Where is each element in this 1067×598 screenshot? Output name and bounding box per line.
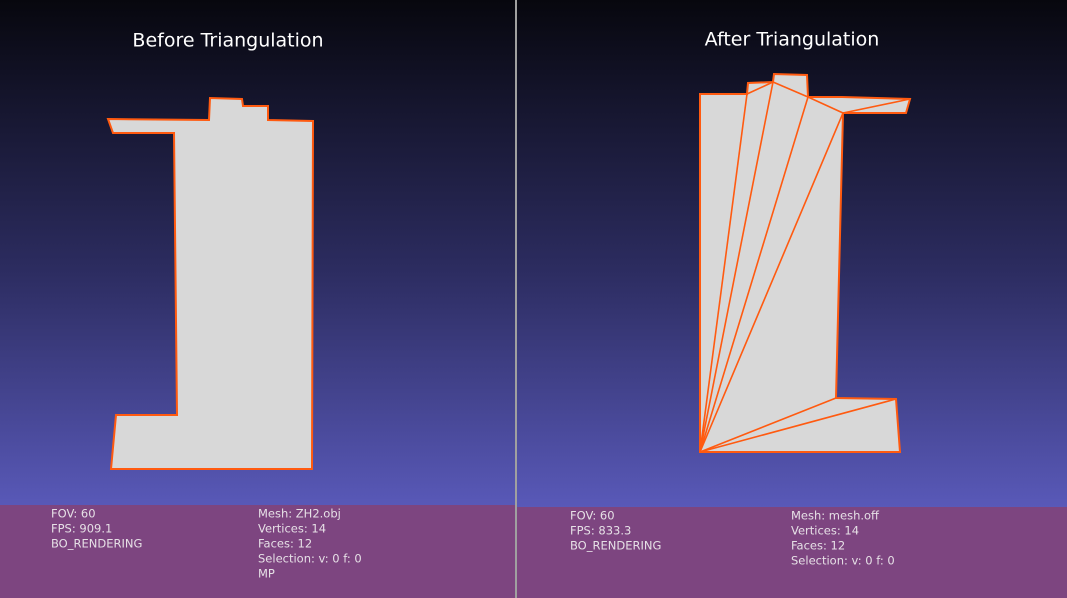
info-line: FPS: 909.1 <box>51 522 112 536</box>
info-line: Faces: 12 <box>258 537 312 551</box>
info-line: Selection: v: 0 f: 0 <box>791 554 895 568</box>
info-line: Mesh: ZH2.obj <box>258 507 341 521</box>
panel-title: After Triangulation <box>705 29 880 51</box>
mesh-after <box>699 72 912 453</box>
left-info-bar <box>0 505 515 598</box>
info-line: Faces: 12 <box>791 539 845 553</box>
edge <box>699 397 837 453</box>
edge <box>699 93 748 453</box>
info-line: BO_RENDERING <box>51 537 142 551</box>
edge <box>746 81 774 95</box>
edge <box>842 98 911 114</box>
edge <box>699 398 897 453</box>
info-line: Selection: v: 0 f: 0 <box>258 552 362 566</box>
info-line: FOV: 60 <box>51 507 96 521</box>
info-line: FOV: 60 <box>570 509 615 523</box>
mesh-before <box>106 96 315 470</box>
info-line: Mesh: mesh.off <box>791 509 880 523</box>
info-line: Vertices: 14 <box>258 522 326 536</box>
edge <box>807 96 844 114</box>
edge <box>699 112 844 453</box>
info-line: MP <box>258 567 275 581</box>
info-line: FPS: 833.3 <box>570 524 631 538</box>
right-info-bar <box>517 507 1067 598</box>
info-line: Vertices: 14 <box>791 524 859 538</box>
edge <box>772 81 809 98</box>
panel-title: Before Triangulation <box>132 30 323 52</box>
edge <box>699 96 809 453</box>
edge <box>699 81 774 453</box>
divider <box>515 0 517 598</box>
info-line: BO_RENDERING <box>570 539 661 553</box>
mesh-outline <box>699 72 912 453</box>
